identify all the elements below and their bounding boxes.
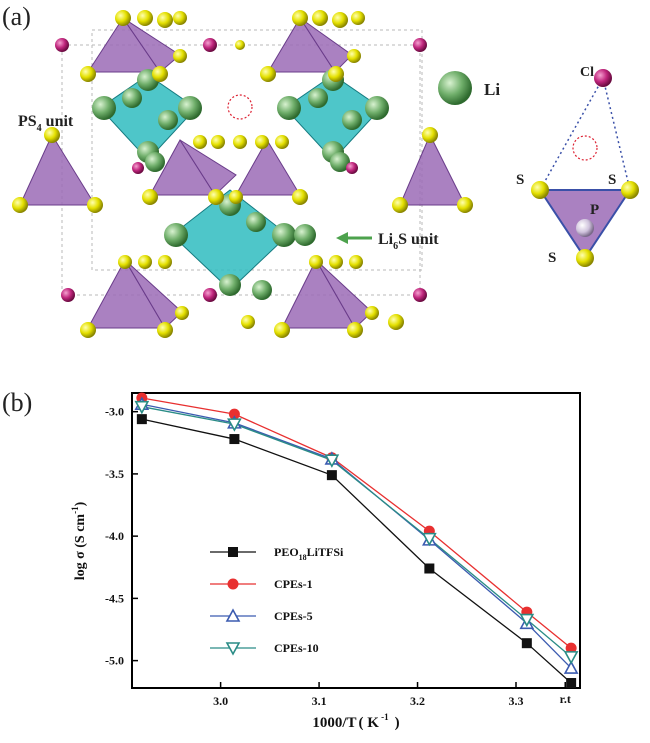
x-axis-ticks: 3.0 3.1 3.2 3.3 r.t <box>213 682 571 708</box>
data-point-s3-p0 <box>134 400 150 415</box>
s-atoms <box>12 10 473 338</box>
ps4-tetrahedra <box>19 17 466 329</box>
data-point-s3-p2 <box>324 454 340 468</box>
legend-swatch-marker <box>225 608 241 622</box>
series-line-0 <box>141 418 572 684</box>
chart-legend: PEO18LiTFSi CPEs-1 CPEs-5 CPEs-10 <box>210 545 344 656</box>
data-point-s3-p3 <box>422 532 437 547</box>
legend-swatch-marker <box>227 578 239 590</box>
y-axis-label: log σ (S cm-1) <box>70 501 88 580</box>
data-point-s0-p3 <box>424 563 435 574</box>
x-tick-label: 3.1 <box>312 694 327 708</box>
x-tick-label: 3.2 <box>410 694 425 708</box>
series-markers <box>134 392 579 689</box>
vacancy-site <box>227 94 253 120</box>
x-tick-label: 3.3 <box>509 694 524 708</box>
plot-frame <box>131 392 581 689</box>
data-point-s3-p4 <box>519 613 535 628</box>
legend-entry-0: PEO18LiTFSi <box>274 545 344 562</box>
cl-atoms <box>55 38 427 302</box>
ps4-unit-label: PS4 unit <box>18 113 74 134</box>
li6s-unit-label: Li6S unit <box>378 231 439 252</box>
y-tick-label: -5.0 <box>105 654 124 668</box>
data-point-s1-p1 <box>228 408 240 420</box>
panel-a-label: (a) <box>2 2 31 31</box>
data-point-s0-p0 <box>136 414 147 425</box>
ps4-cl-inset: Cl S S S P <box>516 65 639 267</box>
y-tick-label: -4.5 <box>105 591 124 605</box>
y-tick-label: -3.0 <box>105 405 124 419</box>
x-axis-label: 1000/T( K -1) <box>312 712 399 731</box>
x-tick-label-rt: r.t <box>560 692 571 706</box>
panel-b-label: (b) <box>2 388 33 417</box>
legend-entry-1: CPEs-1 <box>274 577 313 591</box>
data-point-s3-p1 <box>227 418 242 432</box>
li6s-arrow <box>336 232 372 244</box>
y-tick-label: -3.5 <box>105 467 124 481</box>
inset-p-label: P <box>590 202 599 218</box>
li-legend-label: Li <box>484 80 500 99</box>
series-line-3 <box>141 406 572 658</box>
legend-swatch-marker <box>225 642 241 656</box>
conductivity-chart: 3.0 3.1 3.2 3.3 r.t -3.0 -3.5 -4.0 -4.5 -5.0 PEO… <box>70 392 581 731</box>
y-axis-ticks: -3.0 -3.5 -4.0 -4.5 -5.0 <box>105 405 138 668</box>
legend-entry-3: CPEs-10 <box>274 641 319 655</box>
data-point-s0-p2 <box>326 470 337 481</box>
inset-s-left-label: S <box>516 172 524 188</box>
data-point-s2-p5 <box>563 660 579 674</box>
data-point-s1-p5 <box>565 642 577 654</box>
crystal-structure-illustration: Li PS4 unit Li6S unit Cl S S S P <box>12 10 639 338</box>
legend-entry-2: CPEs-5 <box>274 609 313 623</box>
series-line-1 <box>141 397 572 649</box>
data-point-s3-p5 <box>563 651 579 665</box>
legend-swatch-marker <box>228 547 238 557</box>
x-tick-label: 3.0 <box>213 694 228 708</box>
inset-s-bottom-label: S <box>548 250 556 266</box>
data-point-s0-p1 <box>229 434 240 445</box>
data-point-s0-p5 <box>566 678 577 689</box>
series-lines <box>141 397 572 684</box>
li-atoms <box>92 69 472 300</box>
inset-cl-label: Cl <box>580 65 594 80</box>
inset-s-right-label: S <box>608 172 616 188</box>
data-point-s0-p4 <box>521 638 532 649</box>
y-tick-label: -4.0 <box>105 529 124 543</box>
